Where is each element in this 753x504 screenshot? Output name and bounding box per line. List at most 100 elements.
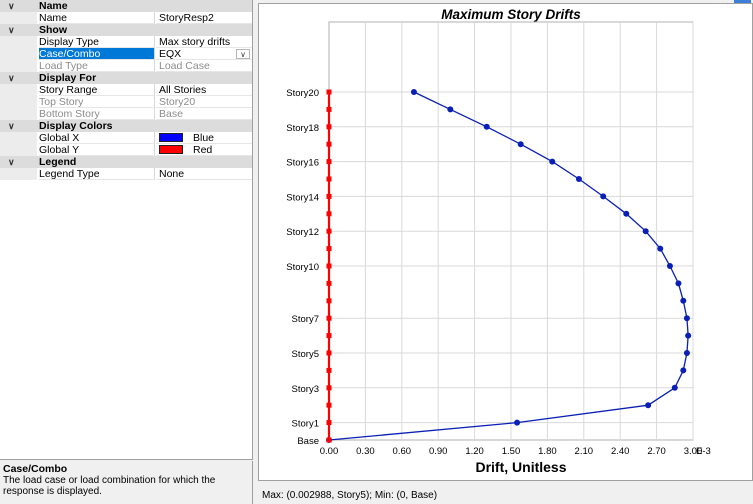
scroll-indicator[interactable] bbox=[734, 0, 751, 3]
x-tick-label: 0.60 bbox=[393, 446, 412, 457]
property-value: Load Case bbox=[156, 60, 252, 72]
data-point bbox=[675, 280, 682, 287]
x-tick-label: 1.20 bbox=[465, 446, 484, 457]
data-point bbox=[680, 367, 687, 374]
y-tick-label: Story5 bbox=[292, 349, 319, 360]
value-text: Max story drifts bbox=[159, 36, 231, 48]
property-value[interactable]: All Stories bbox=[156, 84, 252, 96]
y-tick-label: Story20 bbox=[286, 88, 319, 99]
row-gutter bbox=[0, 36, 37, 48]
x-tick-label: 1.50 bbox=[502, 446, 521, 457]
data-point bbox=[517, 141, 524, 148]
property-key: Story Range bbox=[39, 84, 155, 96]
data-point bbox=[326, 350, 332, 356]
x-tick-label: 0.30 bbox=[356, 446, 375, 457]
data-point bbox=[410, 89, 417, 95]
help-panel: Case/Combo The load case or load combina… bbox=[0, 461, 253, 504]
category-label: Show bbox=[39, 24, 67, 36]
property-key: Load Type bbox=[39, 60, 155, 72]
property-value[interactable]: EQX ∨ bbox=[156, 48, 252, 60]
category-name[interactable]: ∨ Name bbox=[0, 0, 252, 12]
category-legend[interactable]: ∨ Legend bbox=[0, 156, 252, 168]
series-global-y bbox=[326, 89, 332, 443]
dropdown-chevron-icon[interactable]: ∨ bbox=[236, 49, 250, 59]
category-display-for[interactable]: ∨ Display For bbox=[0, 72, 252, 84]
data-point bbox=[326, 263, 332, 269]
row-gutter bbox=[0, 12, 37, 24]
y-tick-label: Story14 bbox=[286, 192, 319, 203]
y-tick-label: Story16 bbox=[286, 158, 319, 169]
chart-title: Maximum Story Drifts bbox=[441, 7, 581, 22]
data-point bbox=[666, 263, 673, 269]
row-gutter bbox=[0, 96, 37, 108]
property-name[interactable]: Name StoryResp2 bbox=[0, 12, 252, 24]
category-show[interactable]: ∨ Show bbox=[0, 24, 252, 36]
data-point bbox=[326, 228, 332, 234]
category-label: Display For bbox=[39, 72, 97, 84]
data-point bbox=[483, 123, 490, 130]
data-point bbox=[685, 332, 692, 339]
data-point bbox=[326, 402, 332, 408]
data-point bbox=[326, 367, 332, 373]
row-gutter bbox=[0, 168, 37, 180]
data-point bbox=[326, 437, 332, 443]
property-grid: ∨ Name Name StoryResp2 ∨ Show Display Type Max … bbox=[0, 0, 253, 460]
data-point bbox=[683, 350, 690, 356]
row-gutter bbox=[0, 84, 37, 96]
data-point bbox=[680, 297, 687, 304]
property-value[interactable]: Red bbox=[156, 144, 252, 156]
data-point bbox=[326, 106, 332, 112]
property-story-range[interactable]: Story Range All Stories bbox=[0, 84, 252, 96]
data-point bbox=[326, 124, 332, 130]
row-gutter bbox=[0, 108, 37, 120]
property-key: Global Y bbox=[39, 144, 155, 156]
property-load-type[interactable]: Load Type Load Case bbox=[0, 60, 252, 72]
property-top-story[interactable]: Top Story Story20 bbox=[0, 96, 252, 108]
y-tick-label: Base bbox=[297, 436, 319, 447]
property-value: Story20 bbox=[156, 96, 252, 108]
color-name: Red bbox=[193, 144, 213, 156]
property-value[interactable]: Max story drifts bbox=[156, 36, 252, 48]
property-value[interactable]: StoryResp2 bbox=[156, 12, 252, 24]
property-global-x[interactable]: Global X Blue bbox=[0, 132, 252, 144]
property-value[interactable]: Blue bbox=[156, 132, 252, 144]
category-display-colors[interactable]: ∨ Display Colors bbox=[0, 120, 252, 132]
x-tick-label: 2.70 bbox=[647, 446, 666, 457]
collapse-chevron-icon[interactable]: ∨ bbox=[8, 1, 15, 11]
property-legend-type[interactable]: Legend Type None bbox=[0, 168, 252, 180]
x-tick-label: 1.80 bbox=[538, 446, 557, 457]
collapse-chevron-icon[interactable]: ∨ bbox=[8, 25, 15, 35]
y-tick-label: Story1 bbox=[292, 419, 319, 430]
data-point bbox=[326, 280, 332, 286]
collapse-chevron-icon[interactable]: ∨ bbox=[8, 121, 15, 131]
x-tick-label: 0.00 bbox=[320, 446, 339, 457]
y-tick-label: Story10 bbox=[286, 262, 319, 273]
property-case-combo[interactable]: Case/Combo EQX ∨ bbox=[0, 48, 252, 60]
collapse-chevron-icon[interactable]: ∨ bbox=[8, 73, 15, 83]
help-description: The load case or load combination for wh… bbox=[3, 475, 216, 497]
y-tick-label: Story12 bbox=[286, 227, 319, 238]
data-point bbox=[447, 106, 454, 113]
x-unit-label: E-3 bbox=[696, 446, 711, 457]
value-text: StoryResp2 bbox=[159, 12, 214, 24]
y-tick-label: Story3 bbox=[292, 384, 319, 395]
data-point bbox=[642, 228, 649, 235]
data-point bbox=[326, 211, 332, 217]
x-tick-label: 0.90 bbox=[429, 446, 448, 457]
chart-canvas: Maximum Story Drifts 0.00 0.30 0.60 0.90 1.20… bbox=[286, 7, 711, 475]
value-text: Story20 bbox=[159, 96, 196, 108]
property-bottom-story[interactable]: Bottom Story Base bbox=[0, 108, 252, 120]
data-point bbox=[623, 210, 630, 217]
property-value[interactable]: None bbox=[156, 168, 252, 180]
drift-chart: Maximum Story Drifts 0.00 0.30 0.60 0.90 1.20… bbox=[258, 3, 753, 481]
data-point bbox=[326, 246, 332, 252]
data-point bbox=[645, 402, 652, 409]
property-display-type[interactable]: Display Type Max story drifts bbox=[0, 36, 252, 48]
collapse-chevron-icon[interactable]: ∨ bbox=[8, 157, 15, 167]
data-point bbox=[326, 176, 332, 182]
data-point bbox=[326, 193, 332, 199]
value-text: Base bbox=[159, 108, 183, 120]
property-global-y[interactable]: Global Y Red bbox=[0, 144, 252, 156]
property-key: Display Type bbox=[39, 36, 155, 48]
